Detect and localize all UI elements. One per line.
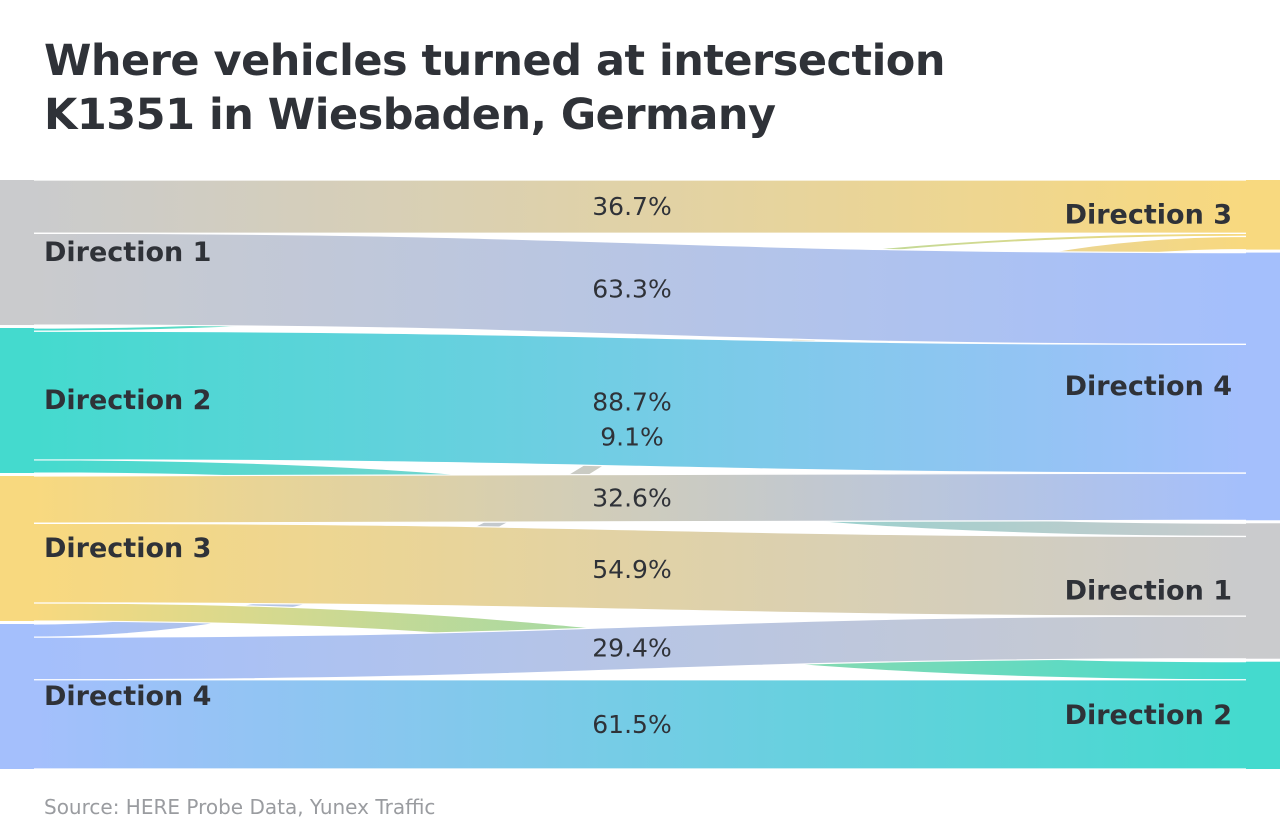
target-node-direction-4 [1246, 252, 1280, 521]
flow-label-direction-4-to-direction-1: 29.4% [592, 633, 671, 662]
target-label-direction-4: Direction 4 [1065, 371, 1232, 402]
source-label-direction-2: Direction 2 [44, 385, 211, 416]
flow-label-direction-1-to-direction-3: 36.7% [592, 192, 671, 221]
source-label-direction-4: Direction 4 [44, 681, 211, 712]
chart-title: Where vehicles turned at intersection K1… [44, 34, 1044, 142]
source-label-direction-3: Direction 3 [44, 533, 211, 564]
chart-title-line-1: Where vehicles turned at intersection [44, 36, 945, 86]
labels: Direction 1 Direction 2 Direction 3 Directi… [44, 192, 1232, 739]
source-node-direction-4 [0, 624, 34, 769]
target-node-direction-3 [1246, 180, 1280, 250]
target-label-direction-1: Direction 1 [1065, 575, 1232, 606]
source-node-direction-1 [0, 180, 34, 325]
flow-label-direction-3-to-direction-4: 32.6% [592, 484, 671, 513]
flow-bands [29, 179, 1249, 770]
chart-title-line-2: K1351 in Wiesbaden, Germany [44, 90, 776, 140]
flow-label-direction-1-to-direction-4: 63.3% [592, 274, 671, 303]
target-node-direction-1 [1246, 523, 1280, 659]
flow-label-direction-4-to-direction-2: 61.5% [592, 710, 671, 739]
flow-label-direction-2-to-direction-4: 88.7% [592, 388, 671, 417]
source-label-direction-1: Direction 1 [44, 237, 211, 268]
target-node-direction-2 [1246, 661, 1280, 769]
target-label-direction-2: Direction 2 [1065, 700, 1232, 731]
nodes [0, 180, 1280, 769]
source-node-direction-2 [0, 328, 34, 473]
flow-label-direction-4-to-direction-3: 9.1% [600, 422, 664, 451]
source-node-direction-3 [0, 476, 34, 621]
target-label-direction-3: Direction 3 [1065, 199, 1232, 230]
source-note: Source: HERE Probe Data, Yunex Traffic [44, 795, 436, 819]
flow-label-direction-3-to-direction-1: 54.9% [592, 555, 671, 584]
